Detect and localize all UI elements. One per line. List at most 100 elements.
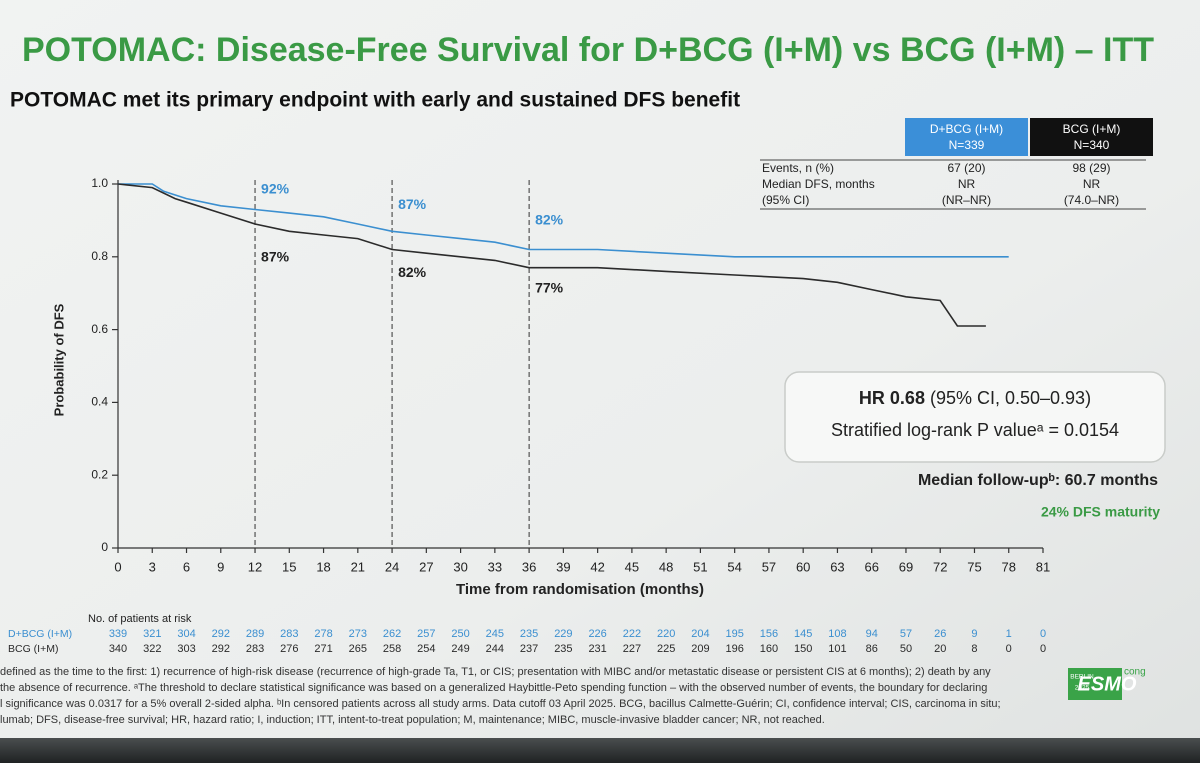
follow-up: Median follow-upᵇ: 60.7 months: [918, 472, 1158, 489]
y-tick-label: 0.6: [91, 322, 108, 336]
subtitle: POTOMAC met its primary endpoint with ea…: [10, 89, 740, 112]
landmark-label: 77%: [535, 280, 564, 296]
x-tick-label: 66: [864, 559, 878, 574]
footnote: lumab; DFS, disease-free survival; HR, h…: [0, 714, 825, 726]
y-tick-label: 0.4: [91, 395, 108, 409]
table-header-name: BCG (I+M): [1063, 122, 1121, 136]
footnote: the absence of recurrence. ᵃThe threshol…: [0, 682, 987, 694]
risk-count: 222: [623, 628, 641, 640]
logo-suffix: cong: [1124, 667, 1146, 678]
x-tick-label: 27: [419, 559, 433, 574]
risk-count: 220: [657, 628, 675, 640]
risk-count: 283: [246, 643, 264, 655]
risk-count: 86: [866, 643, 878, 655]
x-tick-label: 42: [590, 559, 604, 574]
x-tick-label: 18: [316, 559, 330, 574]
risk-count: 249: [451, 643, 469, 655]
risk-count: 108: [828, 628, 846, 640]
risk-count: 20: [934, 643, 946, 655]
risk-count: 156: [760, 628, 778, 640]
risk-count: 8: [971, 643, 977, 655]
x-tick-label: 21: [351, 559, 365, 574]
risk-count: 145: [794, 628, 812, 640]
risk-count: 292: [212, 628, 230, 640]
x-tick-label: 81: [1036, 559, 1050, 574]
risk-count: 160: [760, 643, 778, 655]
risk-count: 225: [657, 643, 675, 655]
hr-text: HR 0.68 (95% CI, 0.50–0.93): [859, 388, 1091, 408]
risk-count: 321: [143, 628, 161, 640]
y-axis-label: Probability of DFS: [51, 303, 66, 416]
x-tick-label: 0: [114, 559, 121, 574]
title: POTOMAC: Disease-Free Survival for D+BCG…: [22, 31, 1154, 69]
logo-brand: ESMO: [1078, 673, 1137, 695]
hr-ci: (95% CI, 0.50–0.93): [930, 388, 1091, 408]
x-tick-label: 12: [248, 559, 262, 574]
risk-count: 209: [691, 643, 709, 655]
table-row-label: Median DFS, months: [762, 177, 875, 191]
screen-edge: [0, 738, 1200, 763]
landmark-label: 87%: [261, 249, 290, 265]
x-tick-label: 36: [522, 559, 536, 574]
table-header-n: N=340: [1074, 138, 1110, 152]
table-header-cell: [1030, 118, 1153, 156]
risk-count: 227: [623, 643, 641, 655]
x-tick-label: 3: [149, 559, 156, 574]
footnote: defined as the time to the first: 1) rec…: [0, 666, 991, 678]
risk-count: 229: [554, 628, 572, 640]
risk-count: 303: [177, 643, 195, 655]
x-tick-label: 9: [217, 559, 224, 574]
table-cell: NR: [958, 177, 976, 191]
risk-count: 283: [280, 628, 298, 640]
y-tick-label: 0: [101, 540, 108, 554]
risk-count: 322: [143, 643, 161, 655]
risk-count: 150: [794, 643, 812, 655]
x-tick-label: 54: [727, 559, 741, 574]
table-header-n: N=339: [949, 138, 985, 152]
risk-count: 254: [417, 643, 435, 655]
table-row-label: (95% CI): [762, 193, 809, 207]
footnote: l significance was 0.0317 for a 5% overa…: [0, 698, 1001, 710]
x-tick-label: 48: [659, 559, 673, 574]
x-tick-label: 69: [899, 559, 913, 574]
risk-count: 26: [934, 628, 946, 640]
landmark-label: 82%: [398, 264, 427, 280]
risk-count: 101: [828, 643, 846, 655]
hr-value: HR 0.68: [859, 388, 925, 408]
risk-table-title: No. of patients at risk: [88, 613, 192, 625]
x-tick-label: 33: [488, 559, 502, 574]
risk-count: 204: [691, 628, 709, 640]
risk-count: 57: [900, 628, 912, 640]
table-header-name: D+BCG (I+M): [930, 122, 1003, 136]
risk-count: 271: [314, 643, 332, 655]
table-cell: 67 (20): [947, 161, 985, 175]
risk-count: 50: [900, 643, 912, 655]
risk-count: 196: [725, 643, 743, 655]
risk-count: 237: [520, 643, 538, 655]
survival-curve: [117, 183, 986, 327]
x-tick-label: 24: [385, 559, 399, 574]
risk-row-label: D+BCG (I+M): [8, 628, 72, 640]
x-tick-label: 75: [967, 559, 981, 574]
landmark-label: 92%: [261, 181, 290, 197]
logo-city: BERLIN: [1070, 674, 1094, 681]
risk-count: 265: [349, 643, 367, 655]
y-tick-label: 0.8: [91, 249, 108, 263]
risk-count: 0: [1040, 643, 1046, 655]
table-cell: NR: [1083, 177, 1101, 191]
risk-count: 250: [451, 628, 469, 640]
survival-curve: [118, 183, 1009, 258]
x-tick-label: 63: [830, 559, 844, 574]
logo-year: 2025: [1075, 685, 1090, 692]
x-tick-label: 30: [453, 559, 467, 574]
table-cell: (NR–NR): [942, 193, 991, 207]
table-cell: 98 (29): [1072, 161, 1110, 175]
landmark-label: 87%: [398, 196, 427, 212]
risk-count: 1: [1006, 628, 1012, 640]
x-tick-label: 57: [762, 559, 776, 574]
risk-count: 0: [1040, 628, 1046, 640]
x-tick-label: 60: [796, 559, 810, 574]
hr-box: [784, 371, 1166, 463]
risk-count: 278: [314, 628, 332, 640]
